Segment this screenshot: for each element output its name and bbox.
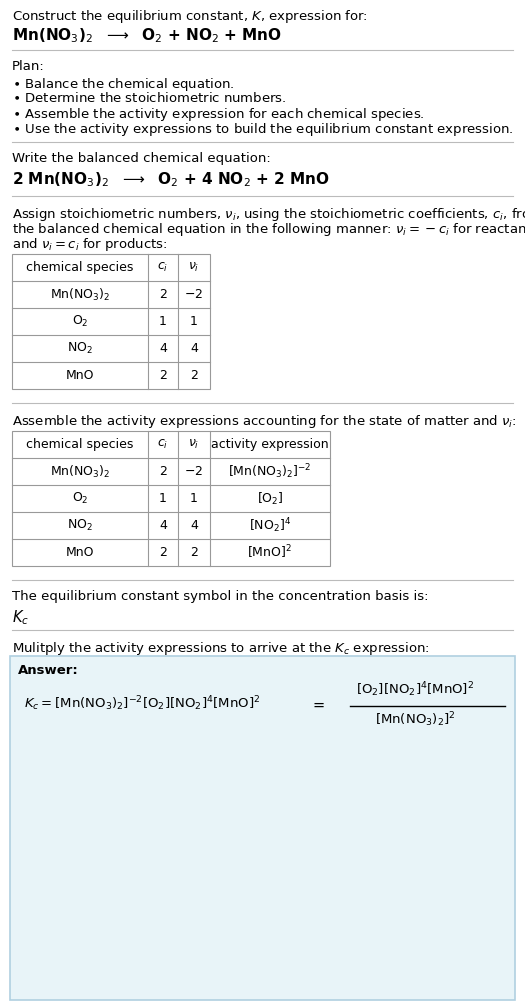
Text: $\bullet$ Balance the chemical equation.: $\bullet$ Balance the chemical equation. — [12, 76, 235, 93]
Text: Mn(NO$_3$)$_2$: Mn(NO$_3$)$_2$ — [50, 464, 110, 480]
Text: $[\mathrm{O_2}]$: $[\mathrm{O_2}]$ — [257, 491, 284, 507]
Text: $\bullet$ Determine the stoichiometric numbers.: $\bullet$ Determine the stoichiometric n… — [12, 91, 287, 105]
Text: $K_c$: $K_c$ — [12, 608, 29, 627]
Text: Answer:: Answer: — [18, 664, 79, 677]
Bar — [12, 431, 330, 566]
Text: chemical species: chemical species — [26, 438, 134, 451]
Text: $c_i$: $c_i$ — [158, 261, 169, 274]
Text: 4: 4 — [159, 519, 167, 532]
Text: $c_i$: $c_i$ — [158, 438, 169, 451]
Bar — [12, 254, 210, 389]
Text: $-2$: $-2$ — [184, 465, 204, 478]
Text: 2: 2 — [159, 288, 167, 301]
Text: $[\mathrm{O_2}][\mathrm{NO_2}]^4[\mathrm{MnO}]^2$: $[\mathrm{O_2}][\mathrm{NO_2}]^4[\mathrm… — [356, 681, 474, 699]
Text: activity expression: activity expression — [211, 438, 329, 451]
Text: 4: 4 — [190, 519, 198, 532]
Text: MnO: MnO — [66, 369, 94, 382]
Text: The equilibrium constant symbol in the concentration basis is:: The equilibrium constant symbol in the c… — [12, 590, 428, 603]
Text: NO$_2$: NO$_2$ — [67, 341, 93, 356]
Text: 2 Mn(NO$_3$)$_2$  $\longrightarrow$  O$_2$ + 4 NO$_2$ + 2 MnO: 2 Mn(NO$_3$)$_2$ $\longrightarrow$ O$_2$… — [12, 170, 330, 189]
Text: $[\mathrm{NO_2}]^4$: $[\mathrm{NO_2}]^4$ — [249, 516, 291, 535]
Text: 2: 2 — [159, 546, 167, 559]
Text: NO$_2$: NO$_2$ — [67, 518, 93, 533]
Text: $[\mathrm{MnO}]^2$: $[\mathrm{MnO}]^2$ — [247, 543, 292, 561]
Text: $[\mathrm{Mn(NO_3)_2}]^{-2}$: $[\mathrm{Mn(NO_3)_2}]^{-2}$ — [228, 462, 312, 481]
Text: MnO: MnO — [66, 546, 94, 559]
Text: Mn(NO$_3$)$_2$: Mn(NO$_3$)$_2$ — [50, 287, 110, 303]
Text: Assign stoichiometric numbers, $\nu_i$, using the stoichiometric coefficients, $: Assign stoichiometric numbers, $\nu_i$, … — [12, 206, 525, 223]
Text: $\bullet$ Use the activity expressions to build the equilibrium constant express: $\bullet$ Use the activity expressions t… — [12, 121, 513, 138]
Text: $=$: $=$ — [310, 696, 326, 711]
Text: 1: 1 — [159, 492, 167, 505]
Text: 4: 4 — [190, 342, 198, 355]
Text: $K_c = [\mathrm{Mn(NO_3)_2}]^{-2}[\mathrm{O_2}][\mathrm{NO_2}]^4[\mathrm{MnO}]^2: $K_c = [\mathrm{Mn(NO_3)_2}]^{-2}[\mathr… — [24, 695, 260, 713]
Text: $\bullet$ Assemble the activity expression for each chemical species.: $\bullet$ Assemble the activity expressi… — [12, 106, 425, 123]
Text: $\nu_i$: $\nu_i$ — [188, 261, 200, 274]
Text: 1: 1 — [159, 315, 167, 328]
Text: 2: 2 — [159, 465, 167, 478]
Text: O$_2$: O$_2$ — [72, 314, 88, 329]
Text: chemical species: chemical species — [26, 261, 134, 274]
Text: Write the balanced chemical equation:: Write the balanced chemical equation: — [12, 152, 271, 165]
Text: Mn(NO$_3$)$_2$  $\longrightarrow$  O$_2$ + NO$_2$ + MnO: Mn(NO$_3$)$_2$ $\longrightarrow$ O$_2$ +… — [12, 26, 282, 44]
Text: Mulitply the activity expressions to arrive at the $K_c$ expression:: Mulitply the activity expressions to arr… — [12, 640, 430, 657]
Text: 1: 1 — [190, 492, 198, 505]
Text: Assemble the activity expressions accounting for the state of matter and $\nu_i$: Assemble the activity expressions accoun… — [12, 413, 517, 430]
Text: O$_2$: O$_2$ — [72, 491, 88, 506]
Text: 2: 2 — [159, 369, 167, 382]
Bar — [10, 656, 515, 1000]
Text: and $\nu_i = c_i$ for products:: and $\nu_i = c_i$ for products: — [12, 236, 167, 253]
Text: 2: 2 — [190, 369, 198, 382]
Text: Plan:: Plan: — [12, 60, 45, 73]
Text: $[\mathrm{Mn(NO_3)_2}]^2$: $[\mathrm{Mn(NO_3)_2}]^2$ — [375, 710, 455, 729]
Text: the balanced chemical equation in the following manner: $\nu_i = -c_i$ for react: the balanced chemical equation in the fo… — [12, 221, 525, 238]
Text: 4: 4 — [159, 342, 167, 355]
Text: $\nu_i$: $\nu_i$ — [188, 438, 200, 451]
Text: 1: 1 — [190, 315, 198, 328]
Text: Construct the equilibrium constant, $K$, expression for:: Construct the equilibrium constant, $K$,… — [12, 8, 368, 25]
Text: 2: 2 — [190, 546, 198, 559]
Text: $-2$: $-2$ — [184, 288, 204, 301]
